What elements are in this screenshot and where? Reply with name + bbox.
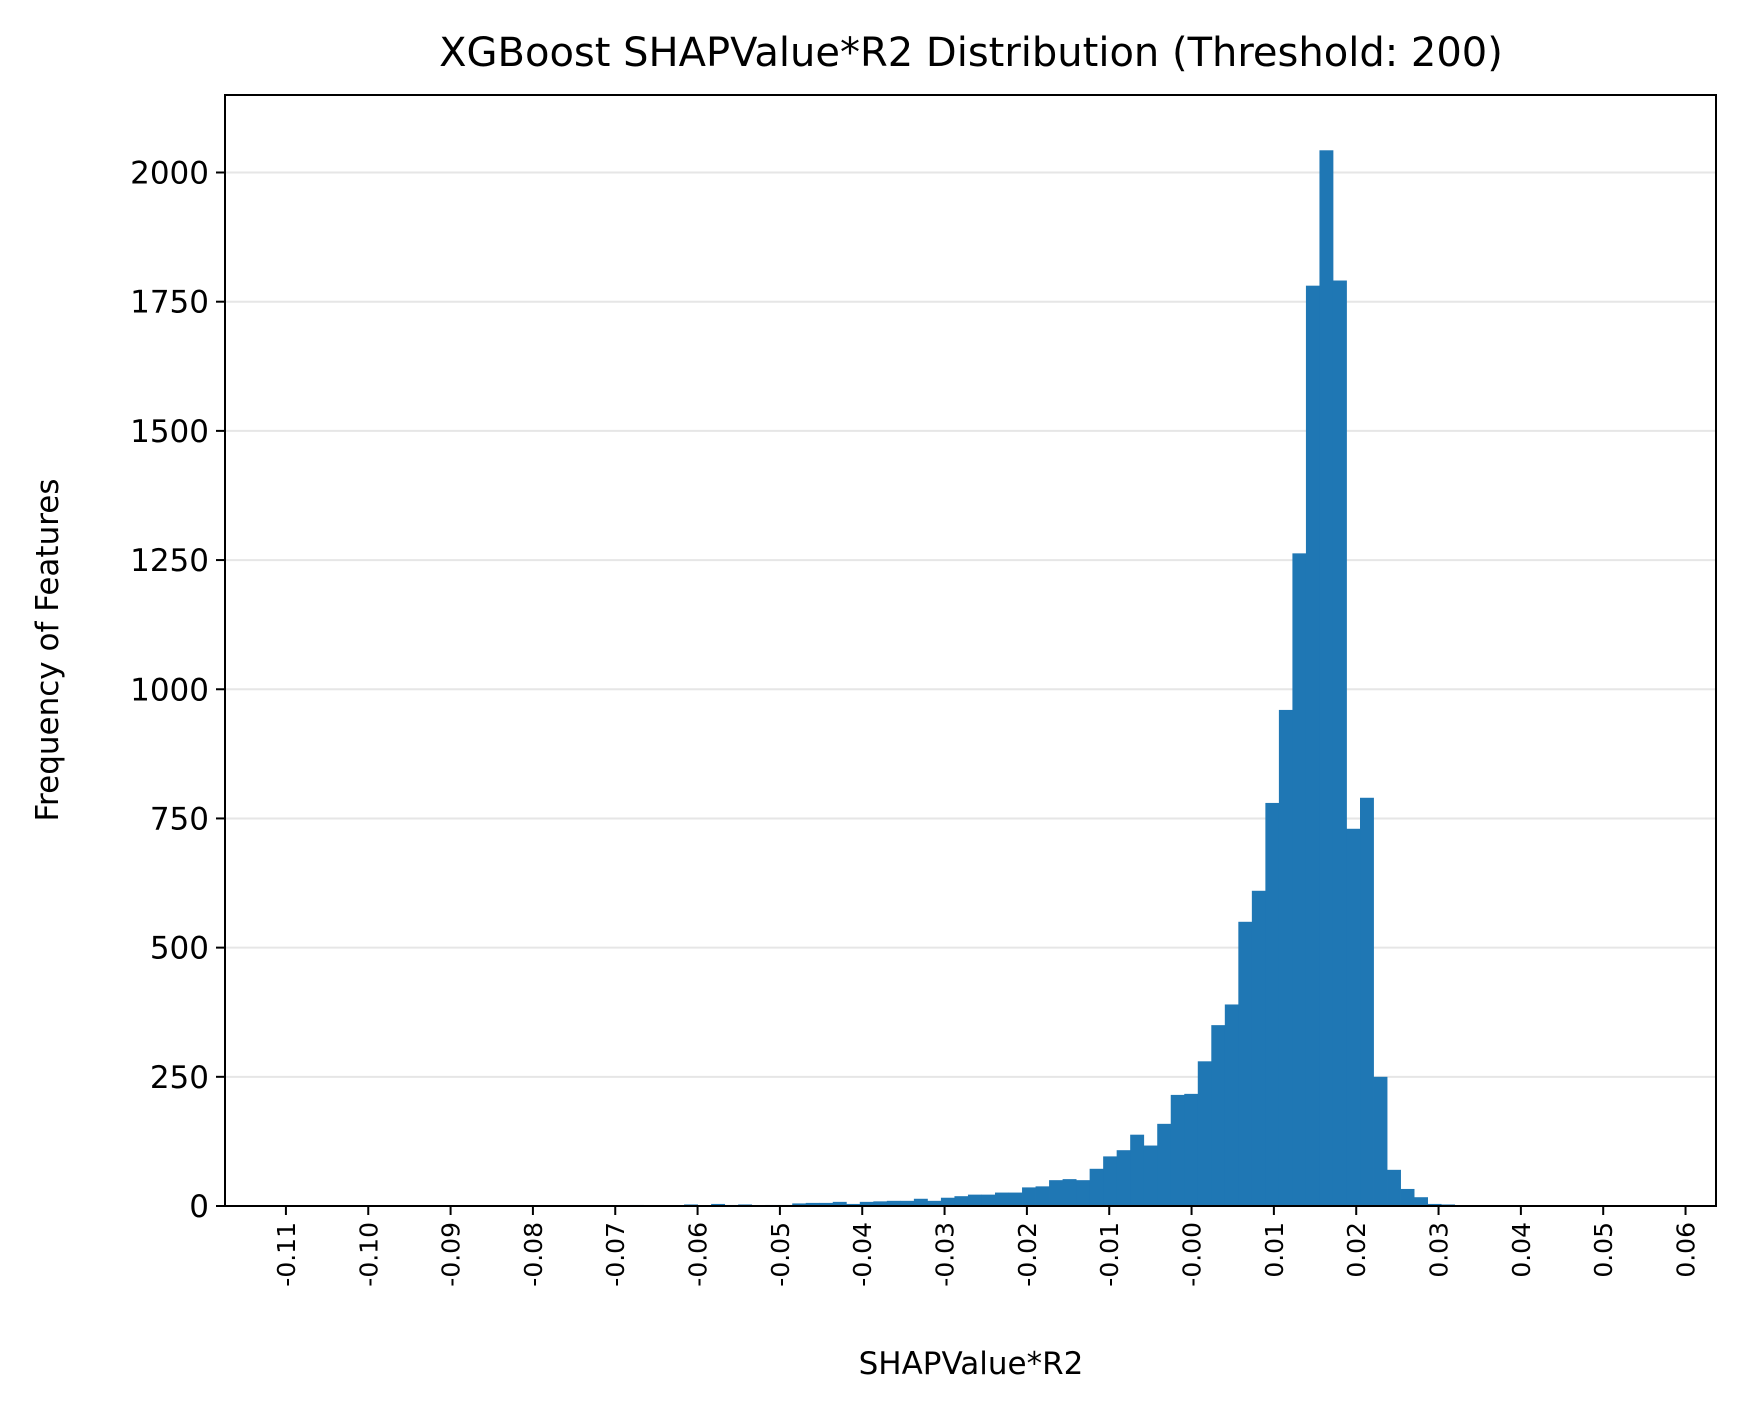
x-tick-label: -0.08 <box>519 1222 548 1287</box>
histogram-bar <box>819 1202 834 1206</box>
x-tick-label: -0.02 <box>1013 1222 1042 1287</box>
x-tick-label: -0.00 <box>1178 1222 1207 1287</box>
histogram-bar <box>711 1203 726 1206</box>
histogram-bar <box>1116 1150 1131 1206</box>
histogram-bar <box>846 1203 861 1206</box>
histogram-bar <box>1035 1186 1050 1206</box>
x-tick-label: -0.10 <box>354 1222 383 1287</box>
histogram-bars <box>278 150 1672 1207</box>
histogram-bar <box>940 1197 955 1206</box>
y-tick-label: 750 <box>150 801 209 837</box>
histogram-bar <box>1089 1168 1104 1206</box>
histogram-bar <box>1211 1025 1226 1206</box>
y-tick-label: 1750 <box>130 285 209 321</box>
histogram-bar <box>1049 1180 1063 1206</box>
histogram-bar <box>981 1194 996 1206</box>
x-tick-label: 0.02 <box>1342 1222 1371 1278</box>
x-tick-label: -0.07 <box>601 1222 630 1287</box>
histogram-bar <box>792 1203 807 1206</box>
histogram-bar <box>1076 1180 1091 1206</box>
gridlines <box>225 171 1716 1078</box>
histogram-bar <box>1332 280 1347 1206</box>
histogram-bar <box>1184 1093 1199 1206</box>
histogram-bar <box>900 1200 915 1206</box>
x-tick-label: -0.03 <box>931 1222 960 1287</box>
y-tick-label: 1000 <box>130 672 209 708</box>
y-tick-label: 1500 <box>130 414 209 450</box>
x-tick-label: -0.11 <box>272 1222 301 1287</box>
histogram-bar <box>1170 1094 1185 1206</box>
histogram-bar <box>1238 921 1253 1206</box>
histogram-bar <box>995 1192 1009 1206</box>
histogram-bar <box>1414 1197 1428 1206</box>
x-tick-label: -0.09 <box>437 1222 466 1287</box>
histogram-bar <box>1265 802 1280 1206</box>
histogram-bar <box>913 1198 928 1206</box>
plot-frame <box>224 94 1717 1207</box>
y-axis-ticks: 0 250 500 750 1000 1250 1500 1750 2000 <box>130 156 225 1225</box>
y-tick-label: 500 <box>150 931 209 967</box>
x-tick-label: 0.01 <box>1260 1222 1289 1278</box>
histogram-bar <box>1387 1169 1401 1206</box>
histogram-bar <box>1360 797 1374 1206</box>
histogram-bar <box>1008 1192 1023 1206</box>
histogram-bar <box>873 1201 888 1206</box>
histogram-bar <box>1346 828 1361 1206</box>
x-axis-label: SHAPValue*R2 <box>859 1346 1084 1382</box>
histogram-bar <box>967 1194 982 1206</box>
y-axis-label: Frequency of Features <box>30 478 66 821</box>
histogram-bar <box>954 1196 969 1206</box>
x-axis-ticks: -0.11 -0.10 -0.09 -0.08 -0.07 -0.06 -0.05 -0.04… <box>272 1206 1701 1287</box>
histogram-bar <box>1292 553 1307 1206</box>
histogram-bar <box>1062 1179 1077 1206</box>
chart-title: XGBoost SHAPValue*R2 Distribution (Thres… <box>439 30 1503 76</box>
x-tick-label: -0.06 <box>684 1222 713 1287</box>
histogram-bar <box>1305 285 1320 1207</box>
x-tick-label: 0.05 <box>1589 1222 1618 1278</box>
histogram-bar <box>886 1200 901 1206</box>
histogram-bar <box>1022 1187 1036 1206</box>
histogram-bar <box>1373 1076 1388 1206</box>
histogram-bar <box>1197 1061 1212 1206</box>
histogram-bar <box>1103 1156 1118 1206</box>
y-tick-label: 0 <box>189 1189 209 1225</box>
x-tick-label: 0.03 <box>1425 1222 1454 1278</box>
histogram-bar <box>1251 890 1266 1206</box>
histogram-bar <box>1278 709 1293 1206</box>
histogram-bar <box>1143 1145 1158 1206</box>
histogram-bar <box>1400 1188 1415 1206</box>
x-tick-label: -0.05 <box>766 1222 795 1287</box>
histogram-bar <box>805 1202 820 1206</box>
histogram-bar <box>1130 1134 1145 1206</box>
x-tick-label: 0.06 <box>1672 1222 1701 1278</box>
histogram-bar <box>1427 1203 1442 1206</box>
y-tick-label: 1250 <box>130 543 209 579</box>
y-tick-label: 2000 <box>130 156 209 192</box>
histogram-bar <box>859 1201 874 1206</box>
histogram-bar <box>927 1200 942 1206</box>
histogram-bar <box>1157 1123 1172 1206</box>
x-tick-label: -0.04 <box>848 1222 877 1287</box>
histogram-bar <box>1319 150 1334 1206</box>
x-tick-label: 0.04 <box>1507 1222 1536 1278</box>
histogram-bar <box>1224 1004 1239 1206</box>
histogram-bar <box>832 1201 847 1206</box>
x-tick-label: -0.01 <box>1095 1222 1124 1287</box>
y-tick-label: 250 <box>150 1060 209 1096</box>
